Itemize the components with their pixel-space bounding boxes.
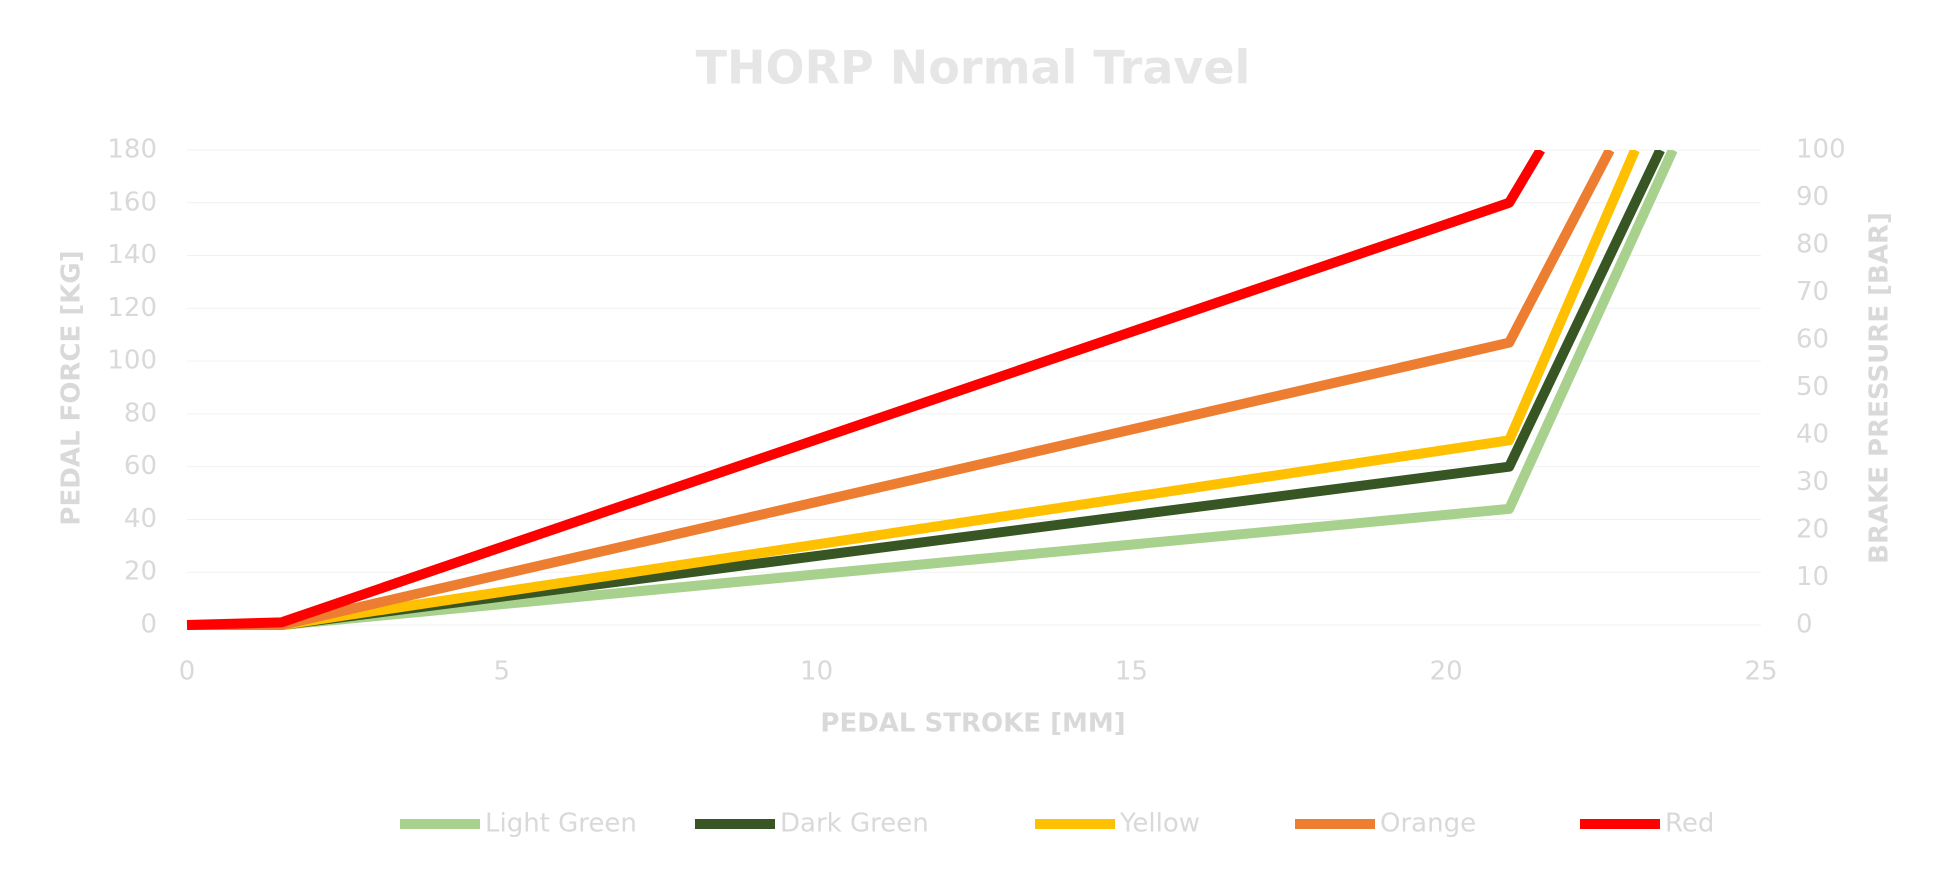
y2-axis-label: BRAKE PRESSURE [BAR] xyxy=(1865,212,1895,564)
series-line xyxy=(187,150,1615,630)
x-tick-label: 5 xyxy=(494,657,511,687)
legend-label: Dark Green xyxy=(780,809,929,839)
y-tick-label: 180 xyxy=(107,135,157,165)
y2-tick-label: 80 xyxy=(1796,230,1829,260)
legend-label: Orange xyxy=(1380,809,1476,839)
y-tick-label: 160 xyxy=(107,187,157,217)
y2-tick-label: 40 xyxy=(1796,420,1829,450)
y2-tick-label: 100 xyxy=(1796,135,1846,165)
x-tick-label: 0 xyxy=(179,657,196,687)
legend-label: Red xyxy=(1665,809,1714,839)
x-tick-label: 10 xyxy=(800,657,833,687)
y-tick-label: 80 xyxy=(124,398,157,428)
y2-tick-label: 0 xyxy=(1796,610,1813,640)
y2-tick-label: 70 xyxy=(1796,277,1829,307)
y2-tick-label: 10 xyxy=(1796,562,1829,592)
y-tick-label: 20 xyxy=(124,557,157,587)
chart-title: THORP Normal Travel xyxy=(696,41,1251,95)
y-tick-label: 100 xyxy=(107,346,157,376)
legend-label: Light Green xyxy=(485,809,637,839)
x-tick-label: 15 xyxy=(1115,657,1148,687)
y-tick-label: 40 xyxy=(124,504,157,534)
y-tick-label: 120 xyxy=(107,293,157,323)
series-line xyxy=(187,150,1640,630)
y-axis-label: PEDAL FORCE [KG] xyxy=(57,250,87,525)
y-tick-label: 0 xyxy=(140,610,157,640)
legend-label: Yellow xyxy=(1119,809,1200,839)
series-line xyxy=(187,150,1665,630)
y-tick-label: 60 xyxy=(124,451,157,481)
y2-tick-label: 90 xyxy=(1796,182,1829,212)
y-tick-label: 140 xyxy=(107,240,157,270)
y2-tick-label: 30 xyxy=(1796,467,1829,497)
plot xyxy=(186,150,1678,630)
x-axis-label: PEDAL STROKE [MM] xyxy=(820,709,1125,739)
x-tick-label: 20 xyxy=(1430,657,1463,687)
y2-tick-label: 50 xyxy=(1796,372,1829,402)
y2-tick-label: 60 xyxy=(1796,325,1829,355)
y2-tick-label: 20 xyxy=(1796,515,1829,545)
series-line xyxy=(186,150,1545,630)
x-tick-label: 25 xyxy=(1744,657,1777,687)
